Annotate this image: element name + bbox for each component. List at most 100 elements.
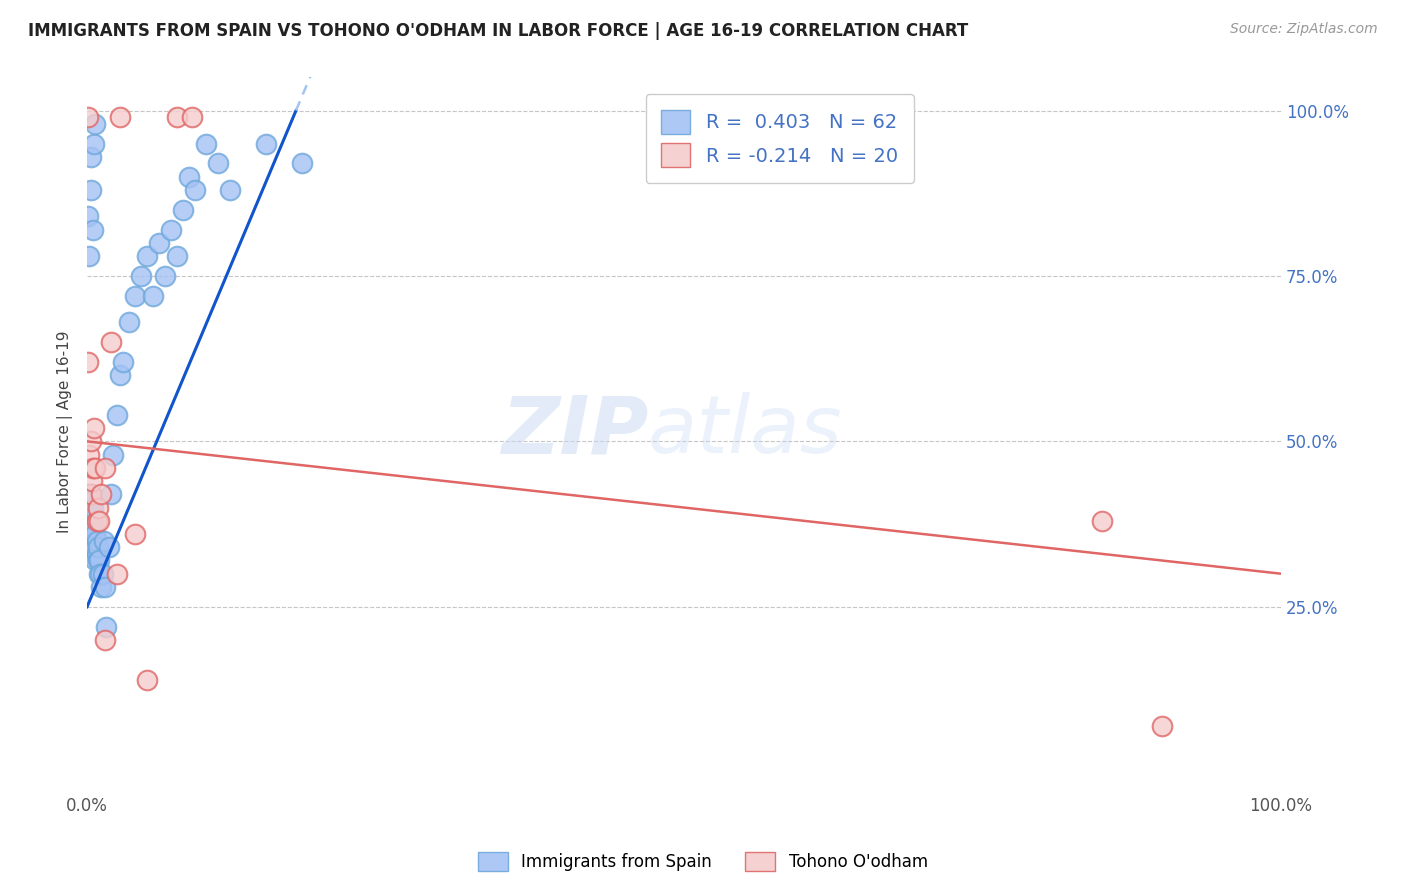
Point: [110, 368, 132, 383]
Point: [166, 249, 188, 263]
Point: [79, 434, 101, 449]
Point: [183, 183, 205, 197]
Point: [82, 222, 104, 236]
Point: [79, 448, 101, 462]
Point: [79, 514, 101, 528]
Point: [84, 527, 107, 541]
Point: [166, 110, 188, 124]
Legend: Immigrants from Spain, Tohono O'odham: Immigrants from Spain, Tohono O'odham: [470, 843, 936, 880]
Point: [84, 117, 107, 131]
Point: [79, 533, 101, 548]
Text: atlas: atlas: [648, 392, 844, 470]
Point: [142, 289, 165, 303]
Point: [84, 460, 107, 475]
Point: [79, 183, 101, 197]
Point: [103, 448, 125, 462]
Point: [80, 494, 103, 508]
Point: [100, 487, 122, 501]
Point: [195, 136, 218, 151]
Point: [87, 540, 110, 554]
Text: Source: ZipAtlas.com: Source: ZipAtlas.com: [1230, 22, 1378, 37]
Point: [87, 500, 110, 515]
Point: [86, 547, 108, 561]
Point: [90, 487, 112, 501]
Point: [219, 183, 242, 197]
Point: [79, 150, 101, 164]
Point: [84, 540, 107, 554]
Point: [82, 514, 104, 528]
Point: [207, 156, 229, 170]
Y-axis label: In Labor Force | Age 16-19: In Labor Force | Age 16-19: [58, 330, 73, 533]
Point: [135, 249, 157, 263]
Point: [1150, 719, 1173, 733]
Point: [254, 136, 277, 151]
Point: [82, 500, 104, 515]
Point: [1091, 514, 1114, 528]
Point: [89, 566, 111, 581]
Point: [94, 580, 117, 594]
Point: [94, 632, 117, 647]
Point: [77, 487, 100, 501]
Point: [129, 268, 152, 283]
Point: [94, 460, 117, 475]
Point: [172, 202, 194, 217]
Point: [80, 533, 103, 548]
Legend: R =  0.403   N = 62, R = -0.214   N = 20: R = 0.403 N = 62, R = -0.214 N = 20: [645, 95, 914, 183]
Point: [135, 673, 157, 687]
Point: [79, 487, 101, 501]
Point: [100, 335, 122, 350]
Point: [124, 527, 146, 541]
Point: [79, 540, 101, 554]
Point: [79, 500, 101, 515]
Point: [87, 566, 110, 581]
Point: [77, 527, 100, 541]
Point: [79, 520, 101, 534]
Point: [86, 514, 108, 528]
Point: [148, 235, 170, 250]
Point: [77, 355, 100, 369]
Point: [79, 249, 101, 263]
Point: [90, 580, 112, 594]
Point: [83, 547, 105, 561]
Point: [77, 514, 100, 528]
Point: [79, 487, 101, 501]
Point: [83, 136, 105, 151]
Point: [83, 421, 105, 435]
Point: [118, 315, 141, 329]
Point: [111, 355, 134, 369]
Point: [177, 169, 200, 184]
Point: [93, 533, 115, 548]
Text: IMMIGRANTS FROM SPAIN VS TOHONO O'ODHAM IN LABOR FORCE | AGE 16-19 CORRELATION C: IMMIGRANTS FROM SPAIN VS TOHONO O'ODHAM …: [28, 22, 969, 40]
Point: [91, 566, 114, 581]
Point: [77, 210, 100, 224]
Point: [79, 494, 101, 508]
Point: [84, 553, 107, 567]
Point: [79, 507, 101, 521]
Point: [181, 110, 204, 124]
Point: [97, 540, 120, 554]
Point: [83, 520, 105, 534]
Point: [87, 514, 110, 528]
Point: [291, 156, 314, 170]
Point: [80, 507, 103, 521]
Point: [105, 408, 128, 422]
Point: [80, 520, 103, 534]
Point: [87, 553, 110, 567]
Point: [105, 566, 128, 581]
Point: [153, 268, 176, 283]
Point: [80, 474, 103, 488]
Point: [159, 222, 181, 236]
Point: [82, 460, 104, 475]
Point: [124, 289, 146, 303]
Point: [82, 527, 104, 541]
Point: [86, 533, 108, 548]
Text: ZIP: ZIP: [501, 392, 648, 470]
Point: [77, 110, 100, 124]
Point: [82, 540, 104, 554]
Point: [96, 620, 118, 634]
Point: [83, 533, 105, 548]
Point: [77, 500, 100, 515]
Point: [79, 527, 101, 541]
Point: [110, 110, 132, 124]
Point: [87, 553, 110, 567]
